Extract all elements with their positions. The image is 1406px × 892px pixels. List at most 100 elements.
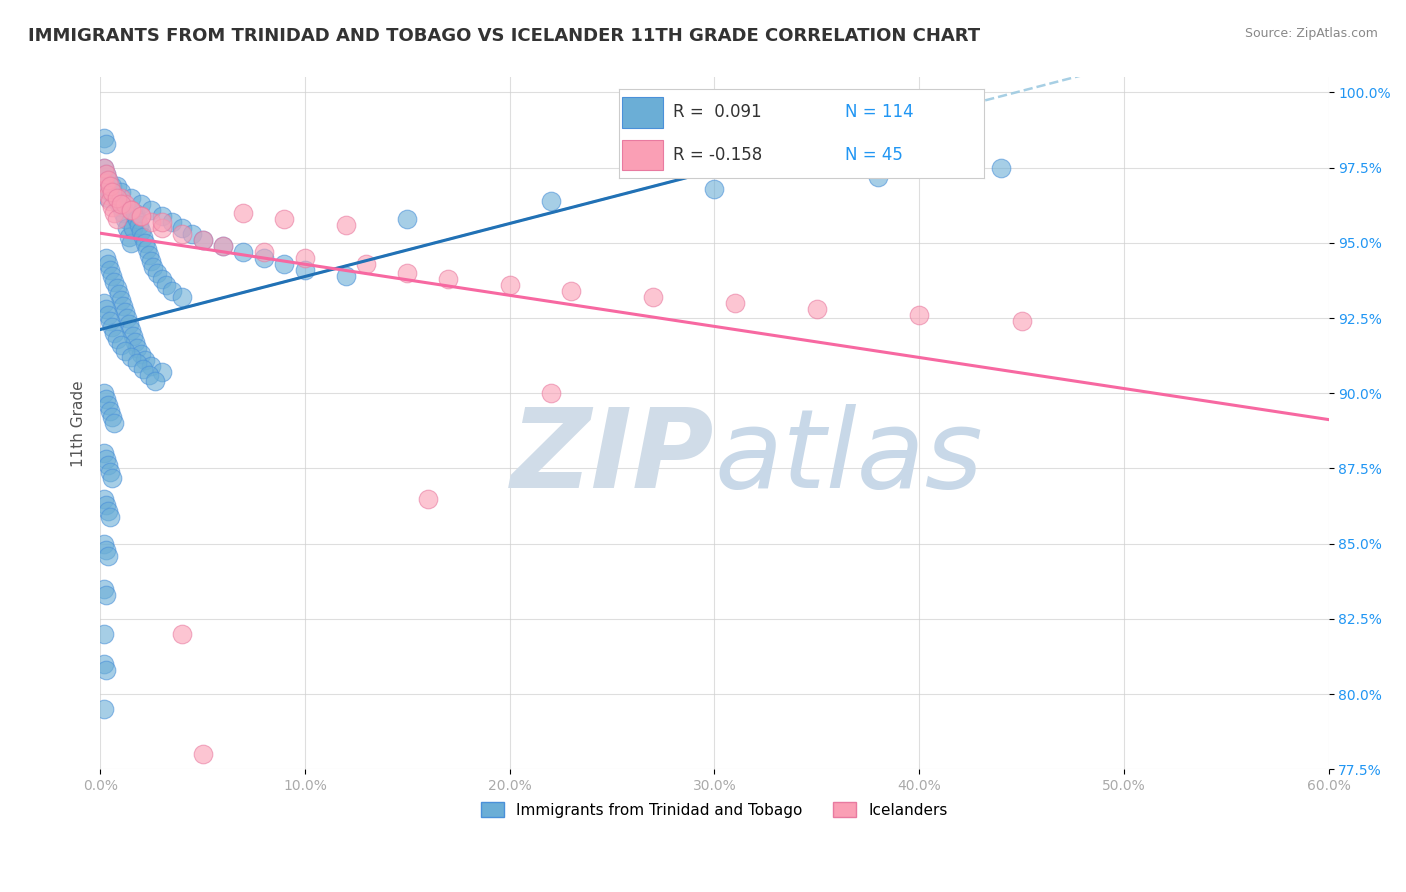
Point [124,335,146,350]
Point [98,509,121,524]
Point [122,220,145,235]
Point [232,206,254,220]
Point [416,491,439,506]
Point [212,239,235,253]
Text: R =  0.091: R = 0.091 [673,103,762,121]
Point [93,161,115,175]
Point [96,542,118,557]
Point [96,452,118,467]
Point [868,169,890,184]
Point [1011,314,1033,328]
Point [96,663,118,677]
Point [136,242,159,256]
Point [356,257,378,271]
Point [103,417,125,431]
Point [96,136,118,151]
Y-axis label: 11th Grade: 11th Grade [72,380,86,467]
Text: N = 45: N = 45 [845,146,903,164]
Point [120,191,142,205]
Point [97,172,120,186]
Point [191,233,214,247]
Point [115,311,138,326]
Point [97,257,120,271]
Point [170,220,193,235]
Point [96,588,118,602]
Point [129,196,152,211]
Point [101,268,124,283]
Point [98,194,121,208]
Point [96,392,118,407]
Point [96,167,118,181]
Point [93,491,115,506]
Point [703,182,725,196]
Point [98,263,121,277]
Point [129,224,152,238]
Point [191,747,214,762]
Point [101,200,124,214]
Point [101,410,124,425]
Point [273,211,295,226]
Point [141,254,163,268]
Point [93,130,115,145]
Point [129,209,152,223]
Point [98,465,121,479]
Point [93,446,115,460]
Point [103,187,125,202]
Point [97,503,120,517]
Legend: Immigrants from Trinidad and Tobago, Icelanders: Immigrants from Trinidad and Tobago, Ice… [475,796,953,824]
Point [103,326,125,340]
Point [93,582,115,596]
Text: Source: ZipAtlas.com: Source: ZipAtlas.com [1244,27,1378,40]
Point [105,332,128,346]
Point [93,702,115,716]
Point [110,185,132,199]
Point [138,368,160,383]
Point [96,182,118,196]
Point [98,185,121,199]
Point [120,323,142,337]
Point [97,398,120,412]
Point [908,308,931,322]
Point [97,187,120,202]
Point [118,317,141,331]
Point [335,218,357,232]
Point [120,202,142,217]
Point [122,329,145,343]
Point [111,299,134,313]
Point [118,230,141,244]
Point [96,167,118,181]
Point [294,251,316,265]
Text: atlas: atlas [714,404,983,511]
Point [437,272,460,286]
Point [110,191,132,205]
FancyBboxPatch shape [623,97,662,128]
Point [560,284,582,298]
Point [105,178,128,193]
Point [170,290,193,304]
Point [150,209,173,223]
Point [114,196,136,211]
Point [498,278,520,293]
Point [335,268,357,283]
Point [103,275,125,289]
Point [134,353,156,368]
Point [114,344,136,359]
Point [540,194,562,208]
Point [273,257,295,271]
Point [93,296,115,310]
Point [93,627,115,641]
Point [97,172,120,186]
Point [93,657,115,671]
Point [111,206,134,220]
Point [129,347,152,361]
Point [232,244,254,259]
Point [160,215,183,229]
Point [212,239,235,253]
Point [101,470,124,484]
Point [125,211,148,226]
Point [181,227,204,241]
Point [120,235,142,250]
Point [150,365,173,379]
Point [110,293,132,307]
Point [145,374,167,388]
